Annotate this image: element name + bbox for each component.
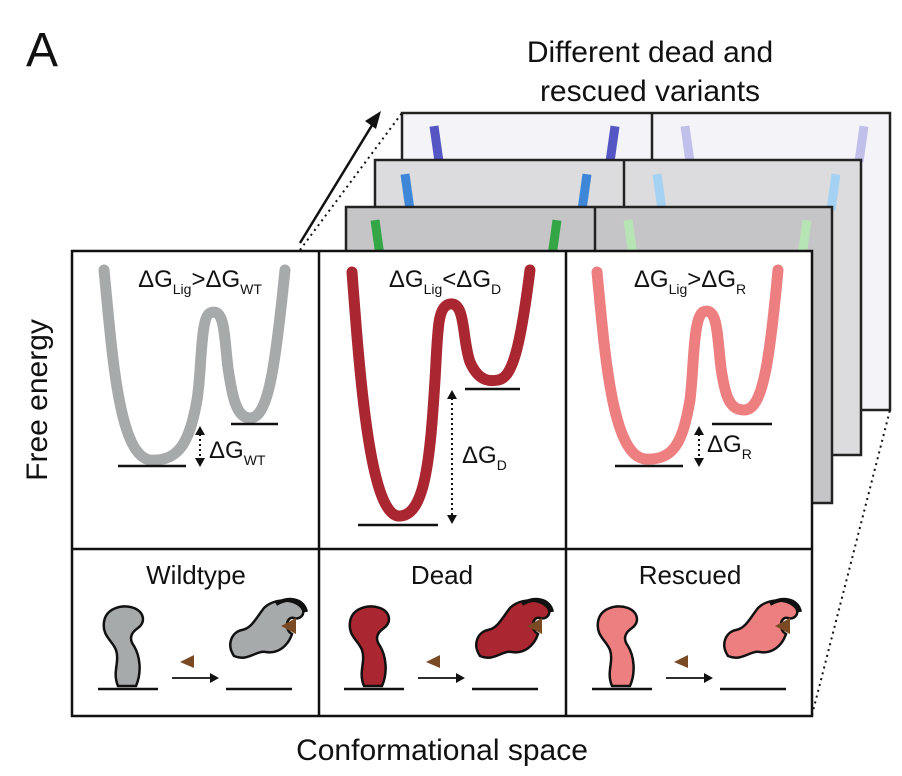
rescued-energy-curve	[591, 264, 784, 465]
rescued-protein-active	[723, 599, 799, 659]
dead-label: Dead	[411, 560, 473, 590]
wildtype-protein-rim	[275, 597, 308, 613]
wildtype-gap-label: ΔGWT	[209, 437, 266, 468]
rescued-free-ligand	[674, 655, 688, 668]
wildtype-label: Wildtype	[146, 560, 246, 590]
wildtype-gap-arrow	[195, 426, 205, 467]
layer-accent-mark	[429, 125, 444, 163]
dead-bound-ligand	[527, 618, 542, 634]
wildtype-energy-panel: ΔGLig>ΔGWT ΔGWT	[98, 264, 291, 468]
rescued-bound-ligand	[775, 618, 790, 634]
stack-title-line1: Different dead and	[527, 36, 773, 69]
rescued-binding-arrow-head	[704, 673, 713, 683]
dead-energy-curve	[346, 264, 536, 522]
stack-title-line2: rescued variants	[540, 75, 760, 108]
rescued-protein-group	[592, 597, 802, 691]
layer-accent-mark	[797, 219, 812, 257]
dead-protein-rim	[521, 597, 554, 613]
y-axis-label: Free energy	[21, 319, 54, 481]
dead-gap-label: ΔGD	[462, 442, 507, 473]
wildtype-protein-active	[229, 599, 305, 659]
panel-letter: A	[26, 24, 58, 77]
rescued-gap-label: ΔGR	[707, 431, 752, 462]
layer-accent-mark	[623, 219, 638, 257]
layer-accent-mark	[680, 125, 695, 163]
dead-equation: ΔGLig<ΔGD	[389, 266, 501, 297]
rescued-protein-rim	[769, 597, 802, 613]
stack-perspective-lines	[299, 112, 891, 716]
layer-accent-mark	[577, 173, 592, 211]
x-axis-label: Conformational space	[296, 734, 588, 767]
stack-depth-arrow	[298, 111, 381, 244]
dead-energy-panel: ΔGLig<ΔGD ΔGD	[346, 264, 536, 527]
wildtype-equation: ΔGLig>ΔGWT	[138, 266, 262, 297]
dead-gap-arrow	[447, 390, 457, 524]
dead-free-ligand	[426, 655, 440, 668]
wildtype-bound-ligand	[281, 618, 296, 634]
layer-accent-mark	[400, 173, 415, 211]
wildtype-protein-group	[98, 597, 308, 691]
wildtype-free-ligand	[180, 655, 194, 668]
dead-binding-arrow-head	[456, 673, 465, 683]
layer-accent-mark	[652, 173, 667, 211]
dead-protein-active	[475, 599, 551, 659]
wildtype-energy-curve	[98, 264, 291, 466]
main-panel-grid	[70, 249, 814, 718]
rescued-energy-panel: ΔGLig>ΔGR ΔGR	[591, 264, 784, 468]
layer-accent-mark	[605, 125, 620, 163]
layer-accent-mark	[547, 219, 562, 257]
layer-accent-mark	[370, 219, 385, 257]
wildtype-protein-inactive	[102, 605, 145, 688]
rescued-gap-arrow	[694, 426, 704, 467]
wildtype-binding-arrow-head	[210, 673, 219, 683]
rescued-equation: ΔGLig>ΔGR	[634, 266, 746, 297]
protein-cartoons	[98, 597, 802, 691]
layer-accent-mark	[826, 173, 841, 211]
rescued-protein-inactive	[596, 605, 639, 688]
dead-protein-inactive	[348, 605, 391, 688]
rescued-label: Rescued	[639, 560, 742, 590]
dead-protein-group	[344, 597, 554, 691]
layer-accent-mark	[854, 125, 869, 163]
